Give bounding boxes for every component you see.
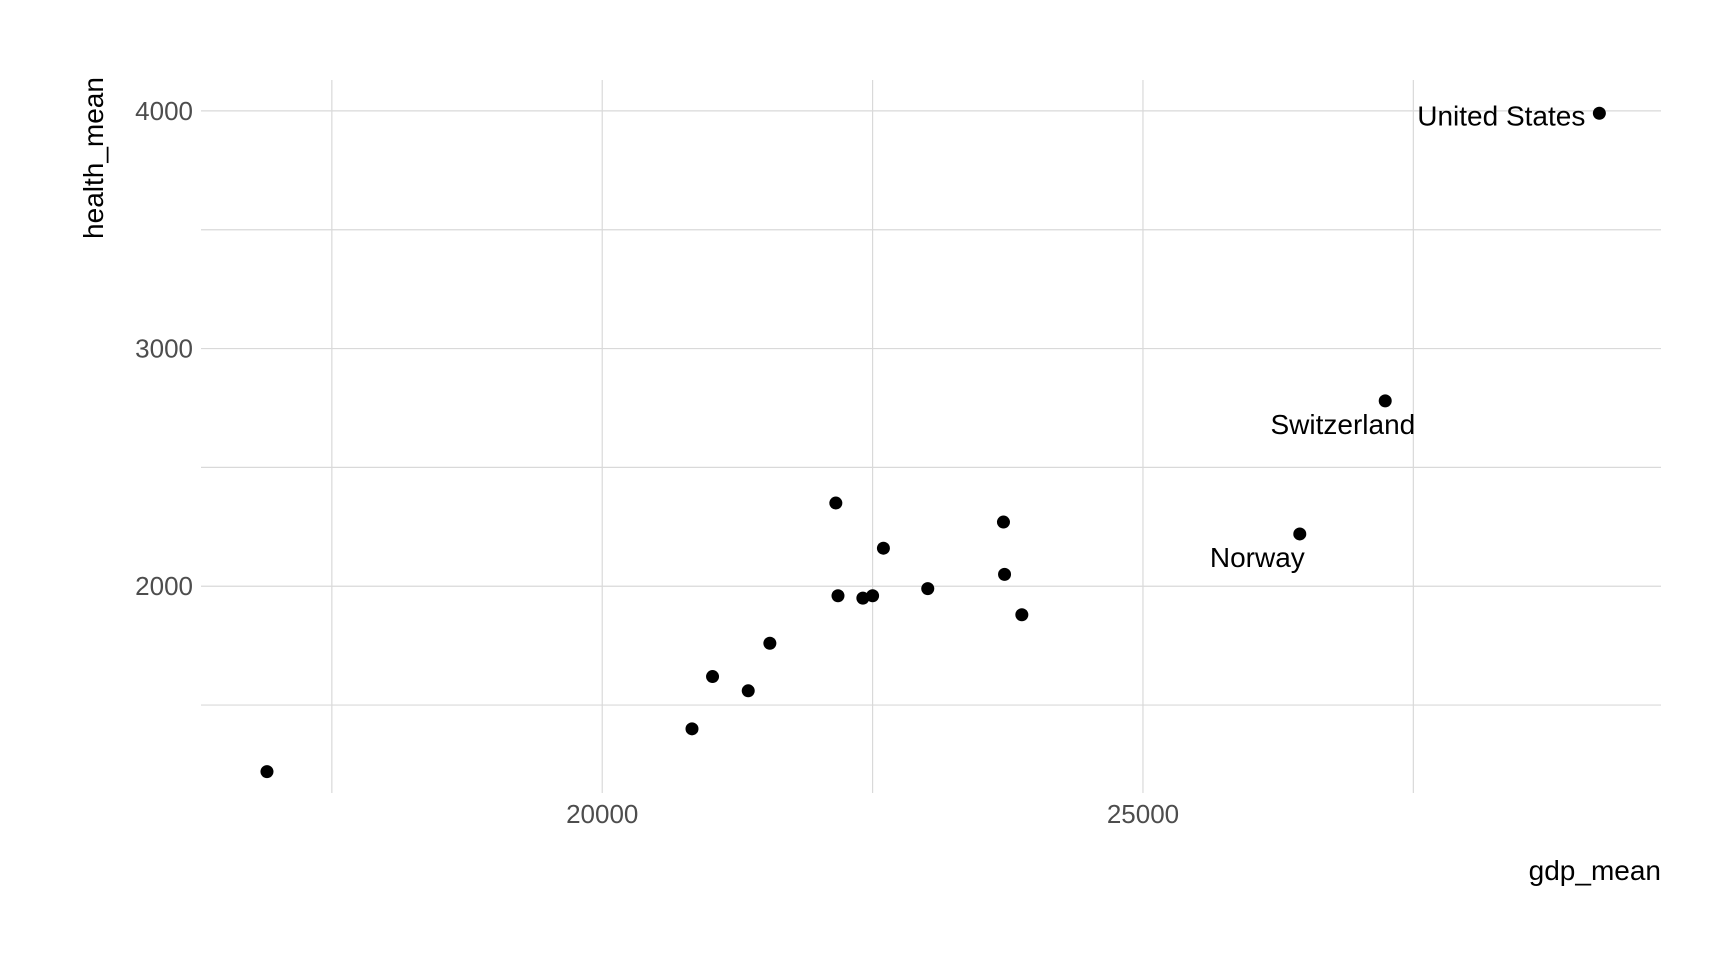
minor-gridlines: [201, 80, 1661, 793]
data-point: [829, 496, 843, 510]
data-point: [1015, 608, 1029, 622]
data-point: [866, 589, 880, 603]
data-point: [741, 684, 755, 698]
y-axis-title: health_mean: [78, 77, 109, 239]
data-point: [856, 591, 870, 605]
data-point: [763, 636, 777, 650]
y-tick-label: 2000: [135, 571, 193, 601]
data-point: [706, 670, 720, 684]
data-point: [998, 567, 1012, 581]
data-point: [685, 722, 699, 736]
y-tick-label: 3000: [135, 334, 193, 364]
x-tick-label: 20000: [566, 799, 638, 829]
point-labels: Norway Switzerland United States: [1210, 100, 1585, 573]
x-tick-label: 25000: [1107, 799, 1179, 829]
data-point: [1592, 106, 1606, 120]
data-point: [831, 589, 845, 603]
data-point: [260, 765, 274, 779]
data-point: [921, 582, 935, 596]
point-label: Switzerland: [1270, 409, 1415, 440]
data-point: [1293, 527, 1307, 541]
y-tick-label: 4000: [135, 96, 193, 126]
x-axis-title: gdp_mean: [1529, 855, 1661, 886]
data-point: [876, 541, 890, 555]
data-points: [260, 106, 1606, 779]
point-label: Norway: [1210, 542, 1305, 573]
data-point: [1378, 394, 1392, 408]
data-point: [996, 515, 1010, 529]
tick-labels: 20000 25000 2000 3000 4000: [135, 96, 1179, 829]
major-gridlines: [201, 80, 1661, 793]
point-label: United States: [1417, 100, 1585, 131]
